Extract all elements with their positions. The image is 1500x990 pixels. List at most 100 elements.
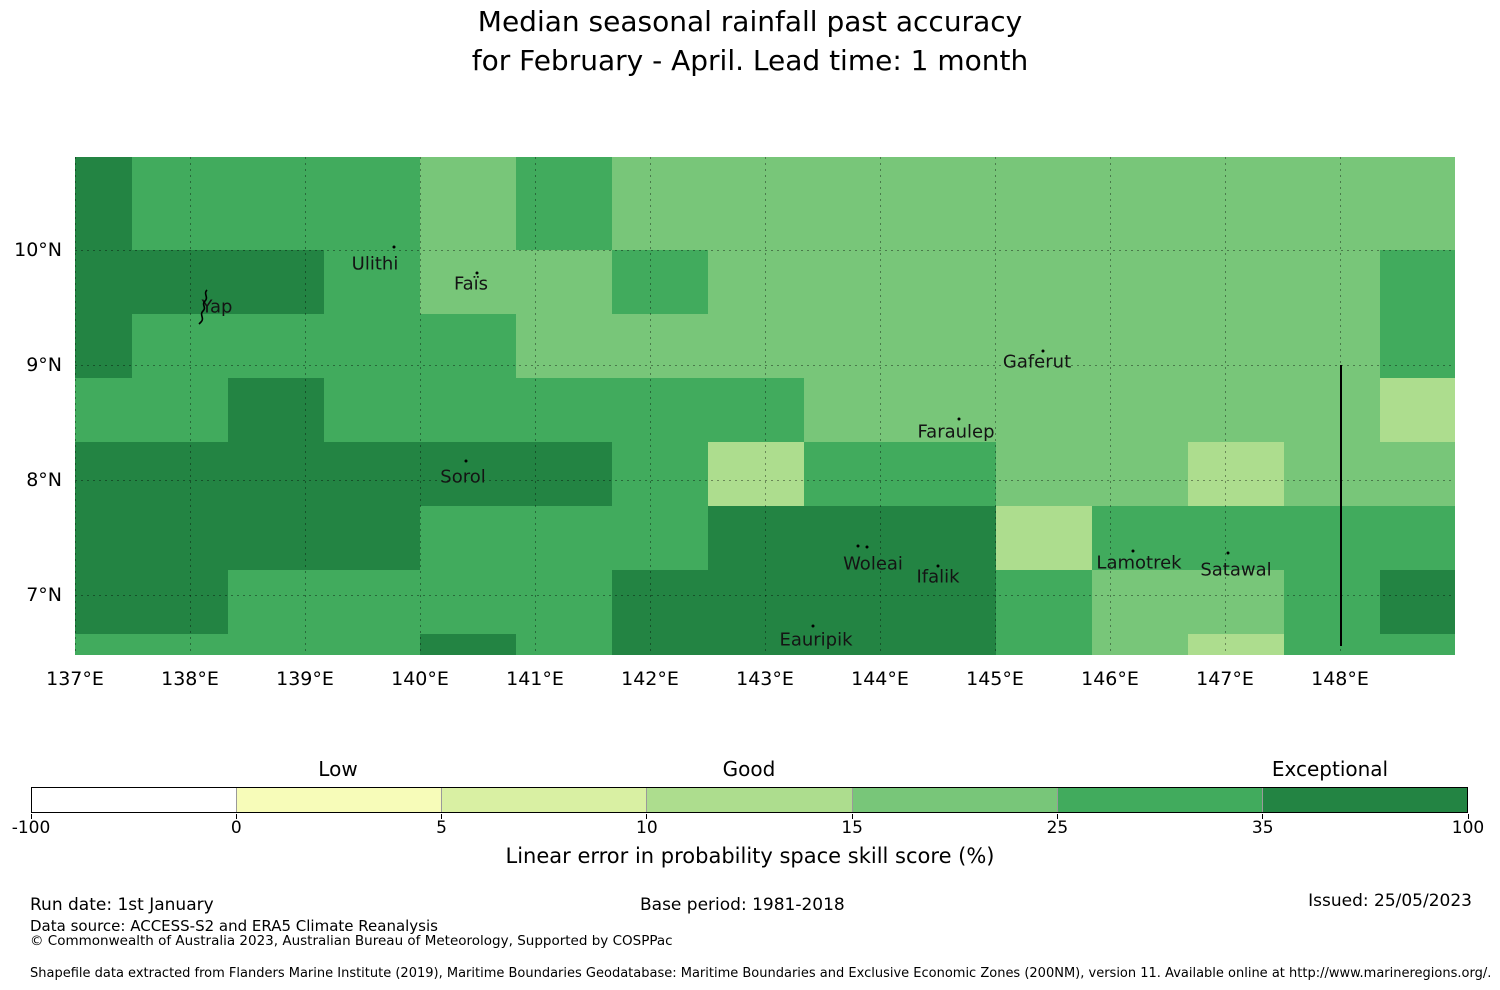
- y-axis-tick-labels: 10°N 9°N 8°N 7°N: [0, 157, 62, 655]
- longitude-gridline: [535, 157, 536, 655]
- heatmap-cell: [804, 250, 900, 314]
- heatmap-cell: [228, 634, 324, 655]
- heatmap-cell: [708, 634, 804, 655]
- colorbar-tick-marks: [30, 814, 1469, 819]
- heatmap-cell: [516, 314, 612, 378]
- heatmap-cell: [228, 378, 324, 442]
- heatmap-cell: [132, 157, 228, 250]
- island-label-gaferut: Gaferut: [1002, 351, 1072, 373]
- colorbar-segment: [1261, 788, 1467, 812]
- heatmap-cell: [75, 634, 132, 655]
- x-tick-label: 148°E: [1311, 668, 1369, 690]
- heatmap-cell: [612, 250, 708, 314]
- colorbar-segment: [441, 788, 647, 812]
- heatmap-cell: [708, 378, 804, 442]
- colorbar-tick-mark: [851, 814, 853, 819]
- heatmap-cell: [804, 506, 900, 570]
- colorbar-category-labels: Low Good Exceptional: [0, 757, 1500, 783]
- heatmap-cell: [1188, 250, 1284, 314]
- island-label-yap: Yap: [201, 296, 233, 318]
- island-dot-icon: [392, 245, 396, 249]
- heatmap-cell: [420, 634, 516, 655]
- longitude-gridline: [305, 157, 306, 655]
- island-label-ifalik: Ifalik: [916, 566, 960, 588]
- heatmap-cell: [804, 634, 900, 655]
- heatmap-cell: [420, 250, 516, 314]
- colorbar-segment: [646, 788, 852, 812]
- colorbar-axis-label: Linear error in probability space skill …: [505, 844, 995, 868]
- heatmap-cell: [516, 570, 612, 634]
- heatmap-cell: [132, 442, 228, 506]
- heatmap-cell: [1188, 506, 1284, 570]
- heatmap-cell: [1092, 314, 1188, 378]
- heatmap-cell: [1380, 506, 1455, 570]
- y-tick-label: 9°N: [26, 354, 62, 376]
- heatmap-cell: [324, 157, 420, 250]
- heatmap-cell: [900, 570, 996, 634]
- heatmap-cell: [1188, 634, 1284, 655]
- heatmap-cell: [804, 442, 900, 506]
- colorbar-tick-label: -100: [11, 818, 51, 838]
- heatmap-cell: [228, 506, 324, 570]
- x-tick-label: 146°E: [1081, 668, 1139, 690]
- heatmap-cell: [708, 506, 804, 570]
- island-label-lamotrek: Lamotrek: [1096, 552, 1182, 574]
- island-dot-icon: [957, 417, 961, 421]
- heatmap-cell: [612, 314, 708, 378]
- heatmap-cell: [1284, 570, 1380, 634]
- heatmap-cell: [1380, 570, 1455, 634]
- heatmap-cell: [708, 250, 804, 314]
- x-tick-label: 141°E: [506, 668, 564, 690]
- island-dot-icon: [475, 271, 479, 275]
- island-dot-icon: [1041, 349, 1045, 353]
- colorbar-tick-mark: [1467, 814, 1469, 819]
- chart-title-line2: for February - April. Lead time: 1 month: [471, 44, 1029, 77]
- island-label-faraulep: Faraulep: [917, 421, 995, 443]
- colorbar-segment: [236, 788, 442, 812]
- colorbar-category-low: Low: [318, 757, 358, 781]
- heatmap-cell: [1284, 442, 1380, 506]
- heatmap-cell: [1092, 570, 1188, 634]
- heatmap-cell: [132, 634, 228, 655]
- heatmap-cell: [75, 157, 132, 250]
- colorbar-tick-mark: [1262, 814, 1264, 819]
- heatmap-cell: [75, 570, 132, 634]
- chart-title: Median seasonal rainfall past accuracy f…: [0, 2, 1500, 80]
- heatmap-cell: [708, 442, 804, 506]
- heatmap-cell: [1284, 157, 1380, 250]
- heatmap-cell: [900, 250, 996, 314]
- heatmap-cell: [804, 157, 900, 250]
- colorbar-tick-label: 10: [636, 818, 658, 838]
- heatmap-cell: [75, 314, 132, 378]
- yap-island-shape-icon: [193, 289, 215, 329]
- island-label-woleai: Woleai: [843, 553, 903, 575]
- colorbar-segment: [32, 788, 237, 812]
- heatmap-cell: [900, 634, 996, 655]
- longitude-gridline: [650, 157, 651, 655]
- heatmap-cell: [324, 506, 420, 570]
- heatmap-cell: [75, 378, 132, 442]
- latitude-gridline: [75, 250, 1455, 251]
- longitude-gridline: [1225, 157, 1226, 655]
- x-tick-label: 144°E: [851, 668, 909, 690]
- island-dot-icon: [856, 544, 860, 548]
- longitude-gridline: [1110, 157, 1111, 655]
- x-tick-label: 143°E: [736, 668, 794, 690]
- x-tick-label: 140°E: [391, 668, 449, 690]
- heatmap-cell: [228, 250, 324, 314]
- heatmap-cell: [324, 378, 420, 442]
- heatmap-cell: [516, 442, 612, 506]
- eez-boundary-line: [1340, 365, 1342, 646]
- colorbar: [31, 787, 1468, 813]
- heatmap-cell: [1092, 378, 1188, 442]
- heatmap-cell: [132, 314, 228, 378]
- heatmap-cell: [420, 378, 516, 442]
- island-dot-icon: [811, 624, 815, 628]
- island-label-satawal: Satawal: [1200, 559, 1272, 581]
- heatmap-cell: [996, 634, 1092, 655]
- heatmap-cell: [228, 442, 324, 506]
- heatmap-cell: [996, 442, 1092, 506]
- heatmap-cell: [75, 506, 132, 570]
- chart-title-line1: Median seasonal rainfall past accuracy: [477, 5, 1023, 38]
- island-dot-icon: [1131, 549, 1135, 553]
